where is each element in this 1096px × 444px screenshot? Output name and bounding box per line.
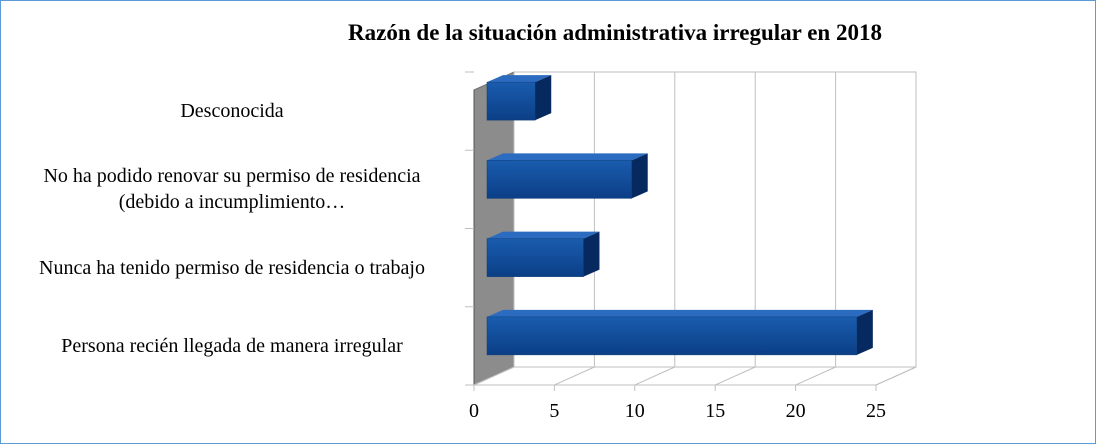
x-tick-label: 20	[786, 400, 806, 422]
x-tick-label: 10	[625, 400, 645, 422]
chart-title: Razón de la situación administrativa irr…	[348, 20, 882, 45]
x-tick-label: 0	[469, 400, 479, 422]
floor-grid-line	[714, 366, 756, 386]
y-tick-label: Persona recién llegada de manera irregul…	[61, 334, 403, 357]
bar	[486, 316, 858, 356]
bar-top	[487, 231, 600, 239]
x-tick-label: 15	[705, 400, 725, 422]
bar	[486, 81, 536, 121]
bar	[486, 238, 584, 277]
bar-side	[631, 153, 648, 199]
bar-top	[487, 309, 873, 317]
floor	[473, 366, 917, 386]
floor-grid-line	[634, 366, 676, 386]
bar-side	[583, 231, 600, 277]
floor-grid-line	[554, 366, 595, 386]
x-tick-label: 25	[866, 400, 886, 422]
bar-top	[487, 153, 648, 161]
floor-grid-line	[795, 366, 836, 386]
floor-grid-line	[875, 366, 917, 386]
bar-top	[487, 75, 552, 83]
floor-grid-line	[473, 366, 515, 386]
y-tick-label: No ha podido renovar su permiso de resid…	[43, 165, 421, 214]
bar-side	[856, 309, 873, 355]
bar	[486, 160, 632, 199]
bar-side	[535, 75, 552, 121]
y-tick-label: Desconocida	[180, 100, 284, 123]
x-tick-label: 5	[549, 400, 559, 422]
y-tick-label: Nunca ha tenido permiso de residencia o …	[39, 256, 425, 279]
